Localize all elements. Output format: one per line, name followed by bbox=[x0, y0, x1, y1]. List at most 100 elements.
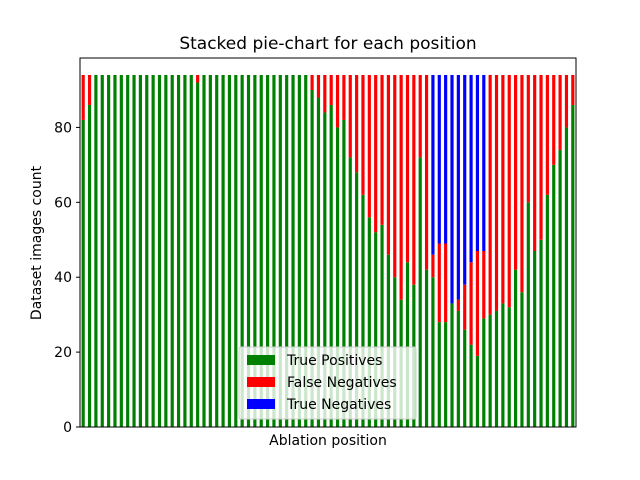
bar-segment bbox=[94, 75, 98, 427]
bar-segment bbox=[272, 75, 276, 427]
bar-segment bbox=[227, 75, 232, 427]
bar-segment bbox=[469, 344, 473, 427]
bar-segment bbox=[564, 75, 569, 128]
bar-segment bbox=[221, 75, 225, 427]
bar-segment bbox=[342, 119, 346, 427]
bar-segment bbox=[215, 75, 219, 427]
bar-segment bbox=[297, 75, 301, 427]
bar-segment bbox=[374, 232, 378, 427]
bar-segment bbox=[316, 75, 321, 98]
bar-segment bbox=[176, 75, 181, 427]
bar-segment bbox=[234, 75, 238, 427]
bar-segment bbox=[81, 119, 85, 427]
y-tick-label: 0 bbox=[63, 420, 72, 436]
bar-segment bbox=[266, 75, 270, 427]
bar-segment bbox=[278, 75, 282, 427]
bar-segment bbox=[418, 75, 422, 158]
y-axis-label: Dataset images count bbox=[29, 165, 45, 320]
bar-segment bbox=[469, 262, 473, 345]
bar-segment bbox=[469, 75, 473, 263]
bar-segment bbox=[558, 75, 562, 150]
bar-segment bbox=[253, 75, 257, 427]
bar-segment bbox=[507, 307, 511, 427]
bar-segment bbox=[444, 322, 448, 427]
bar-segment bbox=[355, 75, 359, 173]
bar-segment bbox=[444, 75, 448, 244]
bar-segment bbox=[437, 75, 441, 244]
bar-segment bbox=[196, 75, 200, 83]
bar-segment bbox=[424, 75, 429, 270]
bar-segment bbox=[539, 75, 543, 240]
bar-segment bbox=[393, 75, 397, 278]
bar-segment bbox=[126, 75, 130, 427]
bar-segment bbox=[81, 75, 85, 120]
bar-segment bbox=[361, 75, 365, 195]
bar-segment bbox=[399, 75, 403, 300]
bar-segment bbox=[456, 310, 460, 427]
bar-segment bbox=[526, 75, 530, 203]
bar-segment bbox=[507, 75, 511, 308]
bar-segment bbox=[482, 318, 486, 427]
bar-segment bbox=[170, 75, 174, 427]
bar-segment bbox=[437, 243, 441, 323]
y-tick-label: 80 bbox=[54, 120, 72, 136]
chart-title: Stacked pie-chart for each position bbox=[179, 34, 476, 54]
bar-segment bbox=[196, 82, 200, 428]
x-axis-label: Ablation position bbox=[269, 433, 387, 449]
bar-segment bbox=[405, 75, 410, 263]
bar-segment bbox=[380, 224, 384, 427]
bar-segment bbox=[259, 75, 263, 427]
bar-segment bbox=[571, 75, 575, 105]
bar-segment bbox=[380, 75, 384, 225]
bar-segment bbox=[87, 75, 92, 105]
legend-swatch bbox=[247, 399, 275, 409]
bar-segment bbox=[374, 75, 378, 233]
bar-segment bbox=[463, 284, 467, 330]
bar-segment bbox=[145, 75, 149, 427]
bar-segment bbox=[564, 127, 569, 428]
bar-segment bbox=[545, 194, 549, 427]
legend-label: True Negatives bbox=[286, 397, 391, 413]
bar-segment bbox=[520, 75, 524, 293]
bar-segment bbox=[514, 75, 518, 270]
y-tick-label: 40 bbox=[54, 270, 72, 286]
bar-segment bbox=[552, 75, 556, 165]
y-axis: 0 20 40 60 80 bbox=[54, 120, 80, 436]
bar-segment bbox=[87, 104, 92, 428]
bar-segment bbox=[208, 75, 212, 427]
bar-segment bbox=[323, 112, 327, 427]
bar-segment bbox=[463, 329, 467, 427]
bar-segment bbox=[437, 322, 441, 427]
plot-frame bbox=[79, 57, 577, 428]
bar-segment bbox=[501, 75, 505, 304]
bar-segment bbox=[335, 75, 340, 128]
bar-segment bbox=[552, 164, 556, 427]
bar-segment bbox=[151, 75, 155, 427]
bar-segment bbox=[316, 97, 321, 427]
bar-segment bbox=[386, 254, 390, 427]
bar-segment bbox=[558, 149, 562, 427]
bar-segment bbox=[107, 75, 111, 427]
bar-segment bbox=[514, 269, 518, 427]
bar-segment bbox=[355, 172, 359, 427]
bar-segment bbox=[482, 75, 486, 251]
bar-segment bbox=[494, 310, 499, 427]
bar-segment bbox=[138, 75, 142, 427]
bar-segment bbox=[202, 75, 206, 427]
bar-segment bbox=[157, 75, 162, 427]
bar-segment bbox=[431, 254, 435, 278]
bar-segment bbox=[475, 251, 480, 356]
legend-label: False Negatives bbox=[287, 375, 397, 391]
bar-segment bbox=[545, 75, 549, 195]
bar-segment bbox=[463, 75, 467, 285]
y-tick-label: 60 bbox=[54, 195, 72, 211]
bar-segment bbox=[431, 75, 435, 255]
bar-segment bbox=[482, 251, 486, 319]
bar-segment bbox=[520, 292, 524, 427]
bar-segment bbox=[412, 75, 416, 285]
bar-segment bbox=[488, 75, 492, 315]
bar-segment bbox=[342, 75, 346, 120]
bar-segment bbox=[488, 314, 492, 427]
bar-segment bbox=[291, 75, 295, 427]
